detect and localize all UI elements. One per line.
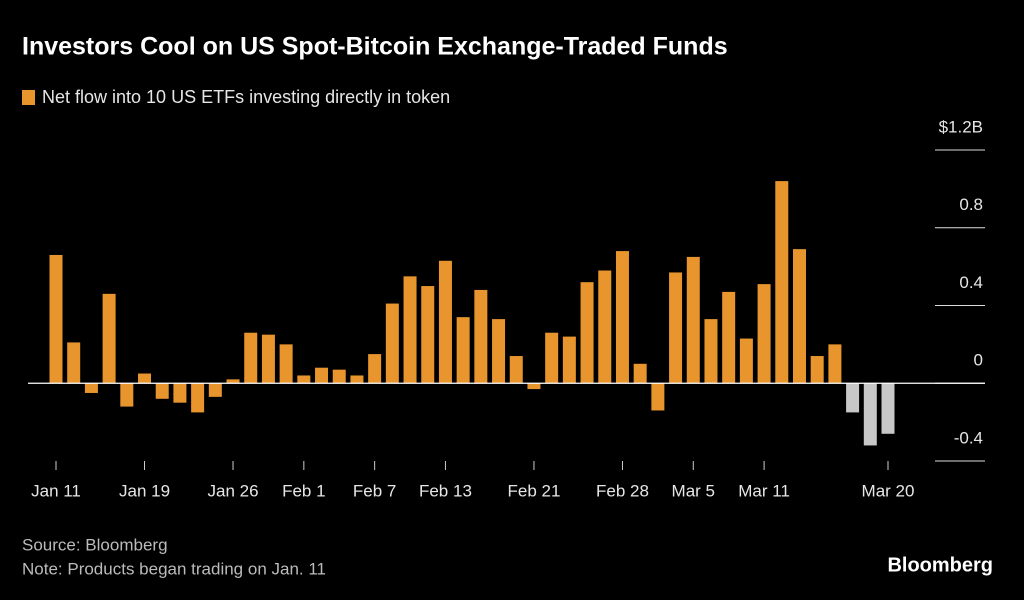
bar [102, 293, 116, 384]
bar [261, 334, 275, 384]
y-tick-label: -0.4 [954, 428, 983, 447]
x-tick-label: Jan 11 [31, 481, 81, 500]
bar [881, 383, 895, 434]
bar [421, 286, 435, 384]
bar [509, 356, 523, 384]
bar [138, 373, 152, 384]
x-tick-label: Jan 19 [119, 481, 170, 500]
bar [863, 383, 877, 446]
x-tick-label: Mar 5 [672, 481, 715, 500]
bar [615, 251, 629, 384]
chart-title: Investors Cool on US Spot-Bitcoin Exchan… [22, 33, 728, 61]
x-tick-label: Feb 28 [596, 481, 649, 500]
bar [474, 289, 488, 384]
x-tick-label: Feb 1 [282, 481, 325, 500]
source: Source: Bloomberg [22, 535, 168, 554]
bar [828, 344, 842, 384]
legend-swatch [22, 90, 35, 105]
bar [173, 383, 187, 403]
bar [385, 303, 399, 384]
bar [456, 317, 470, 384]
bar [810, 356, 824, 384]
bar [84, 383, 98, 393]
x-tick-label: Mar 11 [738, 481, 790, 500]
bar [669, 272, 683, 384]
x-tick-label: Feb 13 [419, 481, 472, 500]
bar [120, 383, 134, 407]
bar [686, 256, 700, 384]
legend-label: Net flow into 10 US ETFs investing direc… [42, 87, 450, 107]
bar [792, 249, 806, 384]
x-tick-label: Mar 20 [862, 481, 915, 500]
bar [226, 379, 240, 384]
bar [651, 383, 665, 411]
bar [332, 369, 346, 384]
bar [527, 383, 541, 390]
bar [244, 332, 258, 384]
bar [545, 332, 559, 384]
bar [208, 383, 222, 397]
bar [562, 336, 576, 384]
bar [739, 338, 753, 384]
bar [580, 282, 594, 384]
bar [775, 181, 789, 384]
brand: Bloomberg [887, 554, 993, 576]
bar [350, 375, 364, 384]
bar [67, 342, 81, 384]
x-tick-label: Feb 7 [353, 481, 396, 500]
y-tick-label: $1.2B [939, 117, 983, 136]
bar [492, 319, 506, 384]
y-tick-label: 0 [974, 351, 983, 370]
bar [191, 383, 205, 413]
bar [757, 284, 771, 384]
bar [368, 354, 382, 384]
y-tick-label: 0.4 [959, 273, 983, 292]
bar [279, 344, 293, 384]
bar [704, 319, 718, 384]
bar [315, 367, 329, 384]
note: Note: Products began trading on Jan. 11 [22, 559, 326, 578]
y-tick-label: 0.8 [959, 195, 983, 214]
x-tick-label: Jan 26 [207, 481, 258, 500]
bar [403, 276, 417, 384]
bar [598, 270, 612, 384]
bar [846, 383, 860, 413]
bar [438, 260, 452, 384]
bar [49, 254, 63, 384]
bar [633, 363, 647, 384]
x-tick-label: Feb 21 [507, 481, 560, 500]
bar [297, 375, 311, 384]
bar [155, 383, 169, 399]
bar [722, 291, 736, 384]
